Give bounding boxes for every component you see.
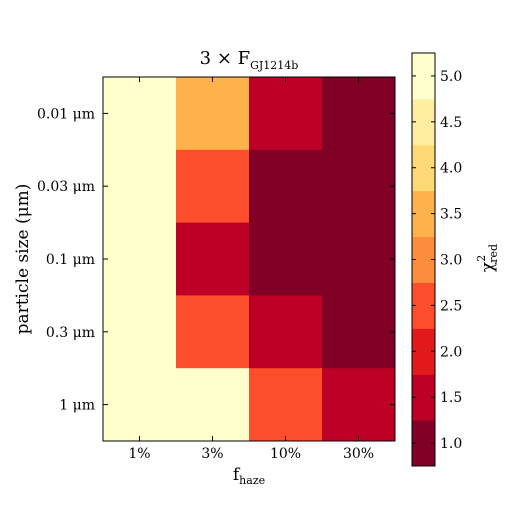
heatmap-cell xyxy=(103,149,177,224)
colorbar-band xyxy=(412,53,435,100)
colorbar-label-subscript: red xyxy=(487,244,500,263)
heatmap-cell xyxy=(176,149,250,224)
colorbar-label-superscript: 2 xyxy=(475,255,488,262)
chart-title: 3 × FGJ1214b xyxy=(200,48,299,72)
colorbar-tick-label: 3.5 xyxy=(440,207,462,223)
heatmap-cell xyxy=(176,222,250,296)
colorbar-band xyxy=(412,282,435,329)
heatmap-cell xyxy=(322,368,396,442)
y-axis-label: particle size (μm) xyxy=(13,184,33,335)
colorbar-tick-label: 2.5 xyxy=(440,298,462,314)
colorbar-band xyxy=(412,190,435,238)
svg-text:χ2red: χ2red xyxy=(475,244,500,272)
x-tick-label: 3% xyxy=(201,446,223,462)
heatmap-cell xyxy=(322,77,396,151)
colorbar-tick-label: 5.0 xyxy=(440,69,462,85)
heatmap-cell xyxy=(103,222,177,296)
x-tick-label: 1% xyxy=(128,446,150,462)
colorbar-tick-label: 4.5 xyxy=(440,115,462,131)
heatmap-cell xyxy=(176,295,250,369)
x-tick-label: 10% xyxy=(270,446,301,462)
colorbar-band xyxy=(412,236,435,283)
chart-title-subscript: GJ1214b xyxy=(250,59,298,72)
heatmap-cell xyxy=(176,77,250,151)
colorbar-label: χ2red xyxy=(475,244,500,272)
colorbar: 1.0 1.5 2.0 2.5 3.0 3.5 4.0 4.5 5.0 xyxy=(412,53,462,467)
x-axis-label-subscript: haze xyxy=(239,474,265,487)
y-tick-label: 0.01 μm xyxy=(37,106,95,122)
colorbar-tick-label: 3.0 xyxy=(440,253,462,269)
heatmap-cell xyxy=(249,222,323,296)
heatmap-cell xyxy=(322,295,396,369)
heatmap-cell xyxy=(103,77,177,151)
chart-title-base: 3 × F xyxy=(200,48,250,69)
heatmap-cell xyxy=(322,222,396,296)
heatmap-cell xyxy=(322,149,396,224)
y-tick-label: 1 μm xyxy=(59,398,95,414)
y-tick-label: 0.3 μm xyxy=(46,325,95,341)
colorbar-tick-label: 1.5 xyxy=(440,390,462,406)
colorbar-tick-label: 1.0 xyxy=(440,436,462,452)
colorbar-band xyxy=(412,328,435,375)
colorbar-label-base: χ xyxy=(478,262,498,272)
heatmap-cells xyxy=(103,77,396,442)
heatmap-cell xyxy=(249,77,323,151)
x-axis-label: fhaze xyxy=(233,465,265,487)
x-tick-label: 30% xyxy=(343,446,374,462)
heatmap-cell xyxy=(103,368,177,442)
heatmap-cell xyxy=(103,295,177,369)
colorbar-band xyxy=(412,144,435,192)
colorbar-tick-label: 2.0 xyxy=(440,344,462,360)
heatmap-cell xyxy=(249,149,323,224)
colorbar-band xyxy=(412,374,435,421)
colorbar-band xyxy=(412,98,435,146)
axis-ticks: 1% 3% 10% 30% 0.01 μm 0.03 μm 0.1 μm 0.3 μm 1 μm xyxy=(37,77,395,462)
colorbar-frame xyxy=(411,52,436,467)
heatmap-cell xyxy=(249,295,323,369)
colorbar-band xyxy=(412,420,435,467)
heatmap-cell xyxy=(249,368,323,442)
y-tick-label: 0.1 μm xyxy=(46,252,95,268)
y-tick-label: 0.03 μm xyxy=(37,179,95,195)
colorbar-tick-label: 4.0 xyxy=(440,161,462,177)
x-axis-label-base: f xyxy=(233,465,241,485)
heatmap-cell xyxy=(176,368,250,442)
